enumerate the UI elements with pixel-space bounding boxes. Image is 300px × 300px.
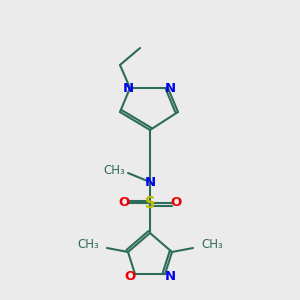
Text: CH₃: CH₃ <box>77 238 99 251</box>
Text: N: N <box>164 269 175 283</box>
Text: O: O <box>118 196 130 209</box>
Text: S: S <box>145 196 155 211</box>
Text: CH₃: CH₃ <box>201 238 223 251</box>
Text: N: N <box>164 82 175 94</box>
Text: CH₃: CH₃ <box>103 164 125 176</box>
Text: O: O <box>170 196 182 209</box>
Text: N: N <box>144 176 156 188</box>
Text: O: O <box>124 269 136 283</box>
Text: N: N <box>122 82 134 94</box>
